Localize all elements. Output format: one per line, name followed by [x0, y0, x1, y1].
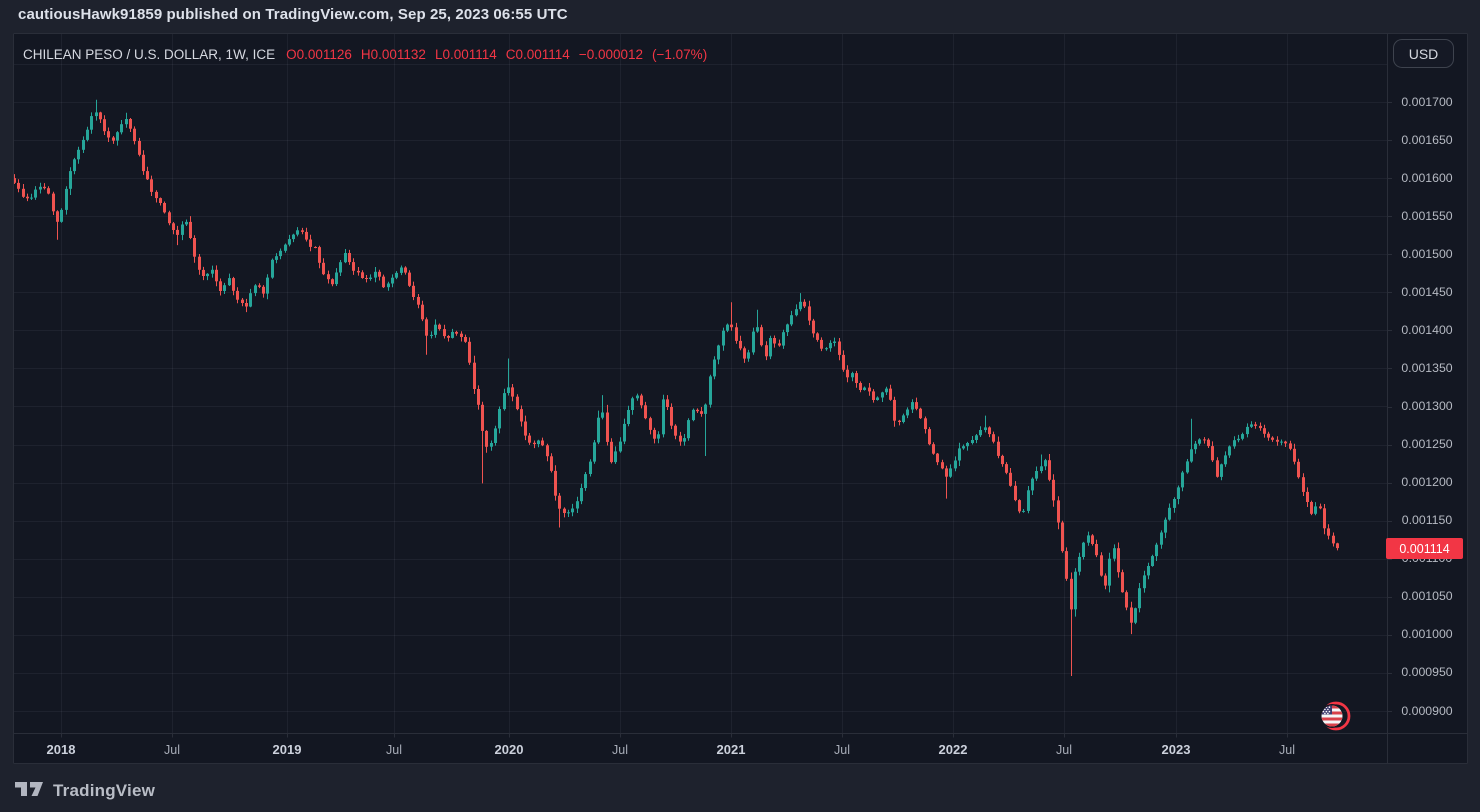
- price-tick-label: 0.001350: [1401, 360, 1453, 375]
- tradingview-brand-text: TradingView: [53, 780, 156, 800]
- ohlc-close: C0.001114: [505, 47, 570, 62]
- grid-lines: [14, 34, 1387, 733]
- price-tick-label: 0.001700: [1401, 94, 1453, 109]
- time-tick-label: Jul: [1279, 743, 1295, 757]
- ohlc-open: O0.001126: [286, 47, 352, 62]
- chart-frame: [13, 33, 1468, 764]
- price-tick-label: 0.001650: [1401, 132, 1453, 147]
- ohlc-change: −0.000012: [578, 47, 644, 62]
- tradingview-icon: [15, 782, 43, 796]
- time-tick-label: Jul: [834, 743, 850, 757]
- price-tick-label: 0.001500: [1401, 246, 1453, 261]
- time-tick-label: 2020: [494, 742, 524, 757]
- price-tick-label: 0.001000: [1401, 627, 1453, 642]
- us-flag-icon: [1320, 701, 1351, 731]
- currency-toggle-button[interactable]: USD: [1393, 39, 1454, 68]
- time-tick-label: Jul: [164, 743, 180, 757]
- price-tick-label: 0.000950: [1401, 665, 1453, 680]
- time-tick-label: Jul: [612, 743, 628, 757]
- time-tick-label: 2022: [938, 742, 968, 757]
- price-tick-label: 0.001250: [1401, 437, 1453, 452]
- price-tick-label: 0.000900: [1401, 703, 1453, 718]
- ohlc-change-percent: (−1.07%): [652, 47, 708, 62]
- tradingview-logo-link[interactable]: TradingView: [14, 780, 155, 801]
- time-tick-label: Jul: [1056, 743, 1072, 757]
- symbol-title[interactable]: CHILEAN PESO / U.S. DOLLAR, 1W, ICE: [23, 47, 276, 62]
- price-tick-label: 0.001300: [1401, 399, 1453, 413]
- price-tick-label: 0.001150: [1401, 513, 1453, 528]
- time-tick-label: 2021: [716, 742, 746, 757]
- price-tick-label: 0.001550: [1401, 208, 1453, 223]
- attribution-bar: cautiousHawk91859 published on TradingVi…: [18, 6, 568, 23]
- price-tick-label: 0.001050: [1401, 589, 1453, 604]
- symbol-header: CHILEAN PESO / U.S. DOLLAR, 1W, ICE O0.0…: [23, 47, 707, 62]
- last-price-badge: 0.001114: [1386, 538, 1463, 559]
- candles: [13, 99, 1339, 676]
- ohlc-high: H0.001132: [360, 47, 426, 62]
- price-axis[interactable]: 0.001700 0.001650 0.001600 0.001550 0.001500…: [1388, 33, 1468, 733]
- price-tick-label: 0.001450: [1401, 284, 1453, 299]
- price-tick-label: 0.001400: [1401, 322, 1453, 337]
- ohlc-low: L0.001114: [434, 47, 497, 62]
- price-tick-label: 0.001200: [1401, 475, 1453, 490]
- time-tick-label: Jul: [386, 743, 402, 757]
- time-tick-label: 2019: [272, 742, 302, 757]
- time-tick-label: 2023: [1161, 742, 1191, 757]
- price-tick-label: 0.001600: [1401, 170, 1453, 185]
- chart-pane-background: [13, 33, 1468, 764]
- time-axis[interactable]: 2018 Jul 2019 Jul 2020 Jul 2021 Jul 2022 Jul 2023 J…: [13, 734, 1387, 764]
- time-tick-label: 2018: [46, 742, 76, 757]
- attribution-text: cautiousHawk91859 published on TradingVi…: [18, 6, 568, 23]
